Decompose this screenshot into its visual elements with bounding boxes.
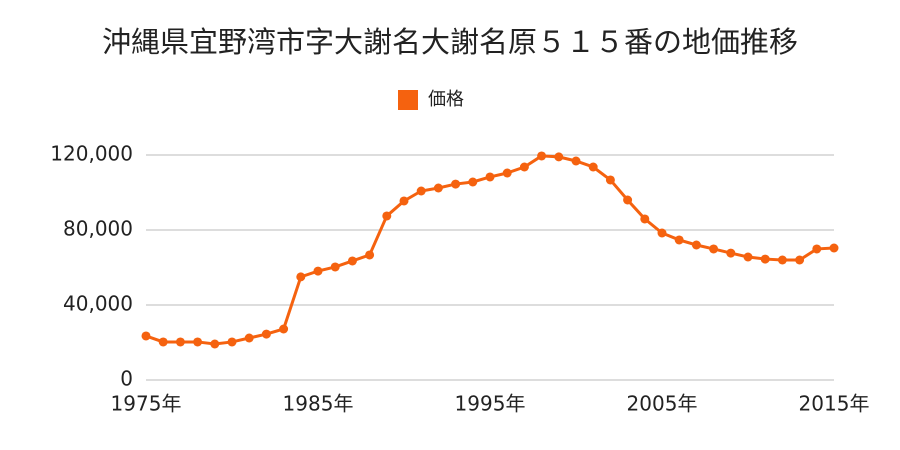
point <box>691 240 701 250</box>
point <box>485 172 495 182</box>
point <box>296 272 306 282</box>
point <box>519 162 529 172</box>
point <box>777 255 787 265</box>
x-tick-label: 2005年 <box>627 392 698 416</box>
point <box>399 196 409 206</box>
chart-title: 沖縄県宜野湾市字大謝名大謝名原５１５番の地価推移 <box>102 25 798 59</box>
point <box>244 333 254 343</box>
point <box>279 324 289 334</box>
point <box>227 337 237 347</box>
point <box>588 162 598 172</box>
point <box>605 175 615 185</box>
point <box>743 252 753 262</box>
point <box>141 331 151 341</box>
legend-label: 価格 <box>428 89 464 110</box>
point <box>623 195 633 205</box>
x-tick-label: 2015年 <box>799 392 870 416</box>
point <box>210 339 220 349</box>
point <box>382 211 392 221</box>
point <box>502 168 512 178</box>
point <box>261 329 271 339</box>
y-tick-label: 40,000 <box>63 292 133 316</box>
y-tick-label: 0 <box>120 367 133 391</box>
x-tick-label: 1985年 <box>283 392 354 416</box>
point <box>709 244 719 254</box>
point <box>829 243 839 253</box>
legend-swatch <box>398 90 418 110</box>
point <box>158 337 168 347</box>
point <box>571 156 581 166</box>
x-tick-label: 1995年 <box>455 392 526 416</box>
point <box>313 266 323 276</box>
point <box>330 262 340 272</box>
point <box>640 214 650 224</box>
point <box>674 235 684 245</box>
point <box>537 151 547 161</box>
point <box>175 337 185 347</box>
point <box>416 186 426 196</box>
y-tick-label: 120,000 <box>50 142 133 166</box>
point <box>347 256 357 266</box>
point <box>795 255 805 265</box>
point <box>365 250 375 260</box>
x-tick-label: 1975年 <box>111 392 182 416</box>
point <box>193 337 203 347</box>
point <box>657 228 667 238</box>
point <box>468 177 478 187</box>
point <box>726 248 736 258</box>
point <box>554 152 564 162</box>
point <box>451 179 461 189</box>
point <box>812 244 822 254</box>
point <box>433 183 443 193</box>
y-tick-label: 80,000 <box>63 217 133 241</box>
point <box>760 254 770 264</box>
